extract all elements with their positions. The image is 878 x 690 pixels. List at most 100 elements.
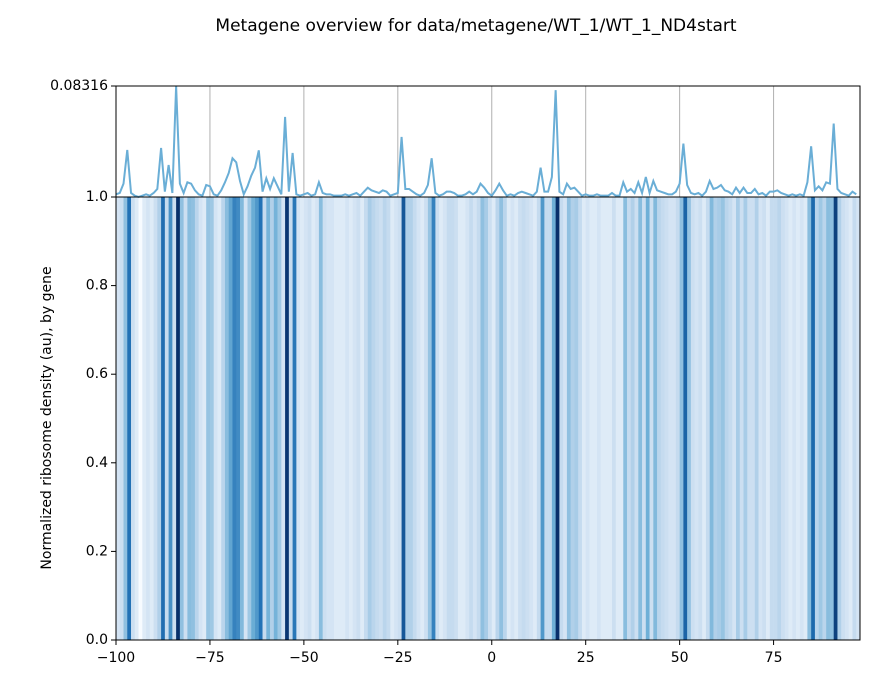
heatmap-cell xyxy=(544,197,549,640)
heatmap-cell xyxy=(360,197,365,640)
heatmap-cell xyxy=(168,197,173,640)
heatmap-cell xyxy=(382,197,387,640)
heatmap-cell xyxy=(638,197,643,640)
heatmap-cell xyxy=(619,197,624,640)
y-tick-label: 0.8 xyxy=(86,278,108,294)
heatmap-cell xyxy=(119,197,124,640)
heatmap-cell xyxy=(198,197,203,640)
y-tick-label: 0.2 xyxy=(86,543,108,559)
heatmap-cell xyxy=(837,197,842,640)
heatmap-cell xyxy=(510,197,515,640)
heatmap-cell xyxy=(202,197,207,640)
heatmap-cell xyxy=(521,197,526,640)
x-tick-label: −50 xyxy=(289,650,319,666)
heatmap-cell xyxy=(240,197,245,640)
heatmap-cell xyxy=(424,197,429,640)
heatmap-cell xyxy=(728,197,733,640)
heatmap-cell xyxy=(232,197,237,640)
heatmap-cell xyxy=(439,197,444,640)
heatmap-cell xyxy=(600,197,605,640)
heatmap-cell xyxy=(491,197,496,640)
x-tick-label: 0 xyxy=(487,650,496,666)
heatmap-cell xyxy=(420,197,425,640)
heatmap-cell xyxy=(315,197,320,640)
heatmap-cell xyxy=(814,197,819,640)
heatmap-cell xyxy=(596,197,602,640)
heatmap-cell xyxy=(454,197,459,640)
heatmap-cell xyxy=(732,197,737,640)
heatmap-cell xyxy=(123,197,128,640)
heatmap-cell xyxy=(503,197,508,640)
heatmap-cell xyxy=(848,197,853,640)
heatmap-cell xyxy=(642,197,647,640)
heatmap-cell xyxy=(589,197,594,640)
heatmap-cell xyxy=(480,197,485,640)
heatmap-cell xyxy=(116,197,121,640)
heatmap-cell xyxy=(146,197,151,640)
heatmap-cell xyxy=(709,197,714,640)
heatmap-cell xyxy=(829,197,834,640)
heatmap-cell xyxy=(405,197,410,640)
heatmap-cell xyxy=(255,197,260,640)
heatmap-cell xyxy=(397,197,402,640)
heatmap-cell xyxy=(720,197,726,640)
heatmap-cell xyxy=(743,197,748,640)
heatmap-cell xyxy=(604,197,609,640)
heatmap-cell xyxy=(657,197,662,640)
heatmap-cell xyxy=(525,197,530,640)
heatmap-cell xyxy=(364,197,369,640)
y-tick-label: 0.6 xyxy=(86,366,108,382)
heatmap-cell xyxy=(574,197,579,640)
x-tick-label: −100 xyxy=(97,650,135,666)
heatmap-cell xyxy=(660,197,665,640)
y-tick-label: 0.08316 xyxy=(50,78,108,94)
heatmap-cell xyxy=(777,197,782,640)
heatmap-cell xyxy=(766,197,771,640)
heatmap-cell xyxy=(465,197,470,640)
heatmap-cell xyxy=(337,197,342,640)
heatmap-cell xyxy=(266,197,271,640)
heatmap-cell xyxy=(736,197,741,640)
heatmap-cell xyxy=(187,197,192,640)
heatmap-cell xyxy=(612,197,617,640)
heatmap-cell xyxy=(540,197,545,640)
heatmap-cell xyxy=(176,197,181,640)
heatmap-cell xyxy=(841,197,846,640)
heatmap-cell xyxy=(608,197,613,640)
heatmap-cell xyxy=(852,197,857,640)
x-tick-label: 75 xyxy=(765,650,783,666)
heatmap-cell xyxy=(822,197,827,640)
heatmap-cell xyxy=(555,197,560,640)
heatmap-cell xyxy=(262,197,267,640)
heatmap-cell xyxy=(518,197,523,640)
heatmap-cell xyxy=(495,197,500,640)
heatmap-cell xyxy=(394,197,399,640)
heatmap-cell xyxy=(161,197,166,640)
heatmap-cell xyxy=(345,197,350,640)
heatmap-cell xyxy=(326,197,331,640)
heatmap-cell xyxy=(563,197,568,640)
y-tick-label: 0.4 xyxy=(86,455,108,471)
heatmap-cell xyxy=(683,197,688,640)
y-tick-label: 0.0 xyxy=(86,632,108,648)
heatmap-cell xyxy=(630,197,635,640)
heatmap-cell xyxy=(191,197,196,640)
heatmap-cell xyxy=(844,197,850,640)
heatmap-cell xyxy=(788,197,793,640)
heatmap-cell xyxy=(784,197,789,640)
heatmap-cell xyxy=(739,197,744,640)
heatmap-cell xyxy=(348,197,354,640)
heatmap-cell xyxy=(213,197,218,640)
heatmap-cell xyxy=(769,197,774,640)
heatmap-cell xyxy=(318,197,323,640)
heatmap-cell xyxy=(799,197,804,640)
heatmap-cell xyxy=(751,197,756,640)
heatmap-cell xyxy=(292,197,297,640)
heatmap-cell xyxy=(172,197,177,640)
x-tick-label: −25 xyxy=(383,650,413,666)
heatmap-cell xyxy=(303,197,308,640)
heatmap-cell xyxy=(566,197,571,640)
heatmap-cell xyxy=(277,197,282,640)
heatmap-cell xyxy=(833,197,838,640)
